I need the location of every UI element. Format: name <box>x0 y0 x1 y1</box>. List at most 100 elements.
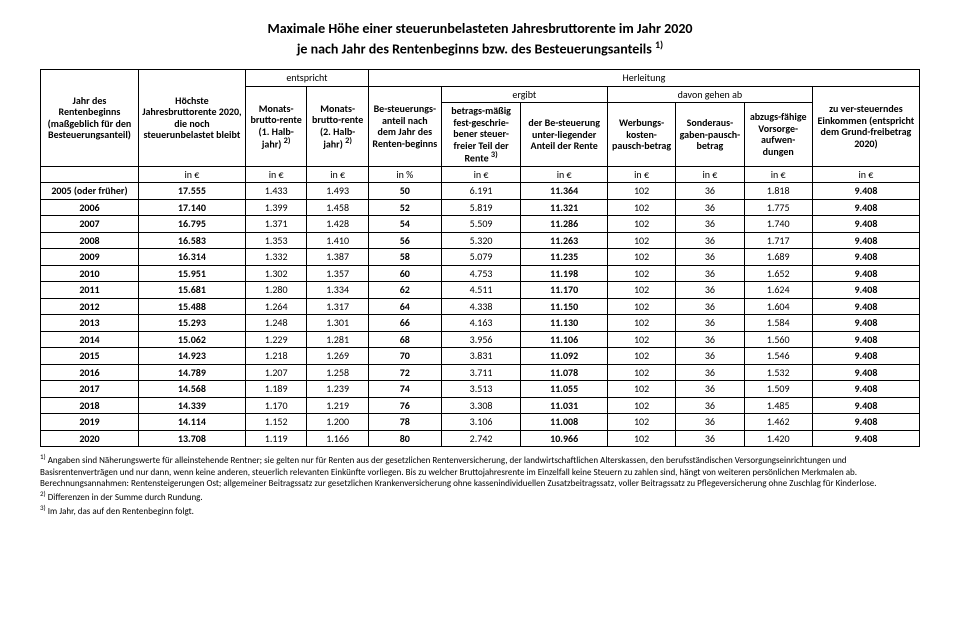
cell-inc: 9.408 <box>812 348 919 365</box>
cell-vs: 1.546 <box>744 348 812 365</box>
cell-tax: 11.235 <box>521 249 608 266</box>
cell-free: 5.819 <box>441 199 521 216</box>
cell-year: 2008 <box>41 232 139 249</box>
cell-vs: 1.560 <box>744 331 812 348</box>
table-body: 2005 (oder früher)17.5551.4331.493506.19… <box>41 183 920 447</box>
cell-sa: 36 <box>676 199 744 216</box>
title-line-2: je nach Jahr des Rentenbeginns bzw. des … <box>297 41 652 58</box>
cell-wk: 102 <box>607 364 675 381</box>
cell-sa: 36 <box>676 216 744 233</box>
cell-free: 5.079 <box>441 249 521 266</box>
cell-free: 3.831 <box>441 348 521 365</box>
col-header-max: Höchste Jahresbruttorente 2020, die noch… <box>138 70 245 167</box>
cell-max: 14.923 <box>138 348 245 365</box>
cell-vs: 1.652 <box>744 265 812 282</box>
cell-pct: 70 <box>368 348 441 365</box>
cell-free: 6.191 <box>441 183 521 200</box>
cell-inc: 9.408 <box>812 199 919 216</box>
cell-year: 2017 <box>41 381 139 398</box>
cell-inc: 9.408 <box>812 414 919 431</box>
cell-inc: 9.408 <box>812 364 919 381</box>
cell-free: 4.163 <box>441 315 521 332</box>
cell-year: 2013 <box>41 315 139 332</box>
cell-inc: 9.408 <box>812 315 919 332</box>
cell-wk: 102 <box>607 414 675 431</box>
cell-sa: 36 <box>676 298 744 315</box>
cell-m2: 1.317 <box>307 298 368 315</box>
cell-m1: 1.189 <box>245 381 306 398</box>
cell-max: 15.062 <box>138 331 245 348</box>
cell-m2: 1.166 <box>307 430 368 447</box>
col-header-inc: zu ver-steuerndes Einkommen (entspricht … <box>812 86 919 166</box>
cell-sa: 36 <box>676 232 744 249</box>
cell-inc: 9.408 <box>812 183 919 200</box>
cell-tax: 11.008 <box>521 414 608 431</box>
cell-pct: 66 <box>368 315 441 332</box>
cell-sa: 36 <box>676 282 744 299</box>
title-line-1: Maximale Höhe einer steuerunbelasteten J… <box>267 20 692 37</box>
cell-pct: 60 <box>368 265 441 282</box>
cell-pct: 68 <box>368 331 441 348</box>
cell-pct: 54 <box>368 216 441 233</box>
cell-pct: 58 <box>368 249 441 266</box>
cell-m2: 1.458 <box>307 199 368 216</box>
cell-max: 17.555 <box>138 183 245 200</box>
cell-sa: 36 <box>676 183 744 200</box>
cell-free: 5.509 <box>441 216 521 233</box>
cell-wk: 102 <box>607 249 675 266</box>
cell-inc: 9.408 <box>812 249 919 266</box>
cell-vs: 1.420 <box>744 430 812 447</box>
cell-tax: 11.263 <box>521 232 608 249</box>
cell-wk: 102 <box>607 348 675 365</box>
cell-max: 15.951 <box>138 265 245 282</box>
cell-m1: 1.170 <box>245 397 306 414</box>
cell-tax: 11.286 <box>521 216 608 233</box>
col-header-sa: Sonderaus-gaben-pausch-betrag <box>676 103 744 167</box>
cell-m2: 1.334 <box>307 282 368 299</box>
cell-tax: 11.031 <box>521 397 608 414</box>
cell-m1: 1.248 <box>245 315 306 332</box>
cell-year: 2019 <box>41 414 139 431</box>
cell-max: 15.293 <box>138 315 245 332</box>
cell-tax: 11.055 <box>521 381 608 398</box>
cell-vs: 1.624 <box>744 282 812 299</box>
cell-m2: 1.301 <box>307 315 368 332</box>
cell-max: 15.681 <box>138 282 245 299</box>
cell-tax: 10.966 <box>521 430 608 447</box>
cell-sa: 36 <box>676 331 744 348</box>
col-header-year: Jahr des Rentenbeginns (maßgeblich für d… <box>41 70 139 167</box>
cell-wk: 102 <box>607 397 675 414</box>
cell-tax: 11.170 <box>521 282 608 299</box>
page-title: Maximale Höhe einer steuerunbelasteten J… <box>40 20 920 59</box>
cell-m1: 1.332 <box>245 249 306 266</box>
cell-year: 2009 <box>41 249 139 266</box>
cell-vs: 1.509 <box>744 381 812 398</box>
cell-max: 16.795 <box>138 216 245 233</box>
cell-sa: 36 <box>676 249 744 266</box>
cell-inc: 9.408 <box>812 397 919 414</box>
cell-wk: 102 <box>607 381 675 398</box>
cell-m1: 1.264 <box>245 298 306 315</box>
table-row: 200916.3141.3321.387585.07911.235102361.… <box>41 249 920 266</box>
cell-tax: 11.321 <box>521 199 608 216</box>
group-header-herleitung: Herleitung <box>368 70 919 87</box>
cell-inc: 9.408 <box>812 265 919 282</box>
footnote-2: Differenzen in der Summe durch Rundung. <box>48 492 203 503</box>
col-header-wk: Werbungs-kosten-pausch-betrag <box>607 103 675 167</box>
cell-sa: 36 <box>676 265 744 282</box>
cell-tax: 11.078 <box>521 364 608 381</box>
cell-m1: 1.152 <box>245 414 306 431</box>
cell-wk: 102 <box>607 232 675 249</box>
table-row: 200617.1401.3991.458525.81911.321102361.… <box>41 199 920 216</box>
cell-max: 17.140 <box>138 199 245 216</box>
cell-free: 4.511 <box>441 282 521 299</box>
cell-wk: 102 <box>607 216 675 233</box>
cell-year: 2007 <box>41 216 139 233</box>
cell-m1: 1.280 <box>245 282 306 299</box>
cell-max: 14.789 <box>138 364 245 381</box>
table-row: 201015.9511.3021.357604.75311.198102361.… <box>41 265 920 282</box>
cell-vs: 1.584 <box>744 315 812 332</box>
cell-free: 4.338 <box>441 298 521 315</box>
cell-free: 3.308 <box>441 397 521 414</box>
cell-wk: 102 <box>607 298 675 315</box>
